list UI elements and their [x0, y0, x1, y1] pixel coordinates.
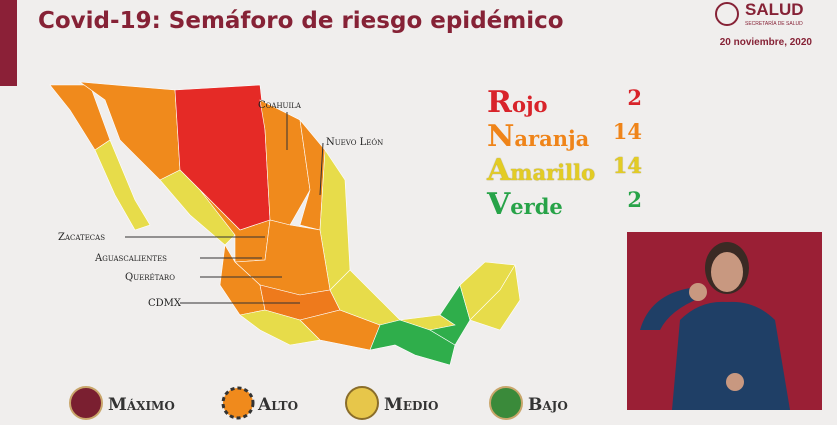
count-row: Amarillo 14 — [487, 153, 642, 188]
logo-subtext: SECRETARÍA DE SALUD — [745, 21, 803, 27]
count-row: Rojo 2 — [487, 85, 642, 120]
map-label: Nuevo León — [326, 137, 383, 148]
interpreter-video — [627, 232, 822, 410]
count-value: 2 — [627, 187, 642, 212]
legend: Máximo Alto Medio Bajo — [69, 386, 568, 420]
side-strip — [0, 0, 17, 86]
title: Covid-19: Semáforo de riesgo epidémico — [38, 8, 564, 34]
count-value: 14 — [612, 119, 642, 144]
logo-text: SALUD — [745, 0, 804, 19]
logo-emblem — [715, 2, 739, 26]
risk-counts: Rojo 2 Naranja 14 Amarillo 14 Verde 2 — [487, 85, 642, 222]
count-label: Naranja — [487, 119, 590, 154]
date: 20 noviembre, 2020 — [719, 37, 812, 48]
count-row: Verde 2 — [487, 187, 642, 222]
count-row: Naranja 14 — [487, 119, 642, 154]
map-label: Zacatecas — [58, 232, 105, 243]
map-label: CDMX — [148, 298, 182, 309]
count-value: 14 — [612, 153, 642, 178]
map-label: Aguascalientes — [94, 253, 167, 264]
legend-label: Máximo — [108, 395, 175, 415]
legend-label: Medio — [384, 395, 438, 415]
map-label: Querétaro — [125, 272, 175, 283]
count-label: Verde — [487, 187, 563, 222]
label-lines — [125, 112, 324, 304]
count-value: 2 — [627, 85, 642, 110]
legend-label: Bajo — [528, 395, 568, 415]
count-label: Amarillo — [487, 153, 596, 188]
legend-label: Alto — [257, 395, 298, 415]
map-label: Coahuila — [258, 100, 302, 111]
mexico-map — [49, 81, 521, 366]
count-label: Rojo — [487, 85, 548, 120]
